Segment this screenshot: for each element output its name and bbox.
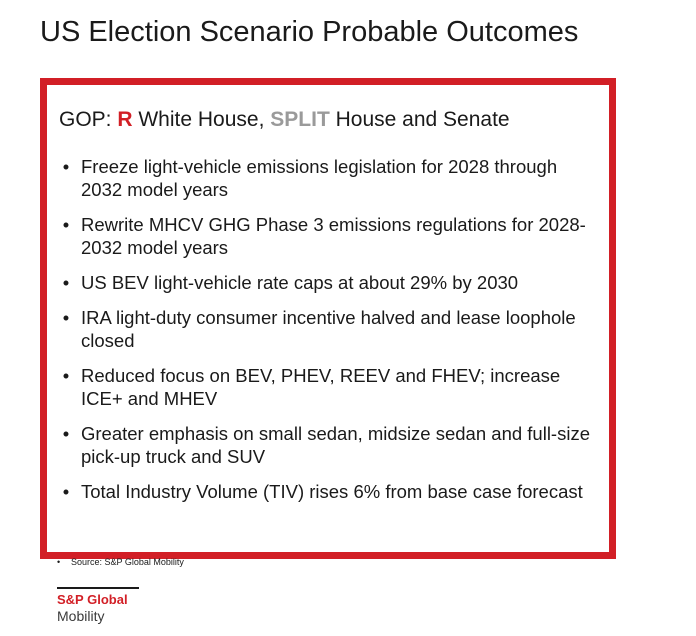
outcome-item: • Rewrite MHCV GHG Phase 3 emissions reg… bbox=[59, 213, 597, 259]
bullet-icon: • bbox=[62, 481, 70, 502]
outcome-text: IRA light-duty consumer incentive halved… bbox=[81, 307, 576, 351]
outcome-text: Freeze light-vehicle emissions legislati… bbox=[81, 156, 558, 200]
source-note: • Source: S&P Global Mobility bbox=[57, 557, 184, 567]
outcome-item: • Freeze light-vehicle emissions legisla… bbox=[59, 155, 597, 201]
heading-white-house: White House, bbox=[132, 108, 271, 131]
bullet-icon: • bbox=[62, 214, 70, 235]
logo-rule bbox=[57, 587, 139, 589]
scenario-box: GOP: R White House, SPLIT House and Sena… bbox=[40, 78, 616, 559]
heading-party-label: GOP: bbox=[59, 108, 118, 131]
slide-title: US Election Scenario Probable Outcomes bbox=[40, 16, 579, 48]
sp-global-mobility-logo: S&P Global Mobility bbox=[57, 587, 167, 625]
outcome-text: Total Industry Volume (TIV) rises 6% fro… bbox=[81, 481, 583, 502]
heading-split: SPLIT bbox=[270, 108, 330, 131]
outcome-list: • Freeze light-vehicle emissions legisla… bbox=[59, 155, 597, 515]
logo-division: Mobility bbox=[57, 608, 105, 624]
source-text: Source: S&P Global Mobility bbox=[71, 557, 184, 567]
scenario-heading: GOP: R White House, SPLIT House and Sena… bbox=[59, 108, 510, 132]
logo-brand: S&P Global bbox=[57, 592, 128, 607]
bullet-icon: • bbox=[62, 156, 70, 177]
source-bullet-icon: • bbox=[57, 557, 61, 567]
outcome-text: Greater emphasis on small sedan, midsize… bbox=[81, 423, 590, 467]
heading-congress: House and Senate bbox=[329, 108, 510, 131]
bullet-icon: • bbox=[62, 272, 70, 293]
outcome-item: • US BEV light-vehicle rate caps at abou… bbox=[59, 271, 597, 294]
outcome-item: • Greater emphasis on small sedan, midsi… bbox=[59, 422, 597, 468]
bullet-icon: • bbox=[62, 365, 70, 386]
outcome-item: • Total Industry Volume (TIV) rises 6% f… bbox=[59, 480, 597, 503]
heading-republican-r: R bbox=[117, 108, 133, 131]
outcome-text: Rewrite MHCV GHG Phase 3 emissions regul… bbox=[81, 214, 586, 258]
bullet-icon: • bbox=[62, 307, 70, 328]
outcome-item: • Reduced focus on BEV, PHEV, REEV and F… bbox=[59, 364, 597, 410]
outcome-item: • IRA light-duty consumer incentive halv… bbox=[59, 306, 597, 352]
outcome-text: Reduced focus on BEV, PHEV, REEV and FHE… bbox=[81, 365, 561, 409]
bullet-icon: • bbox=[62, 423, 70, 444]
outcome-text: US BEV light-vehicle rate caps at about … bbox=[81, 272, 519, 293]
